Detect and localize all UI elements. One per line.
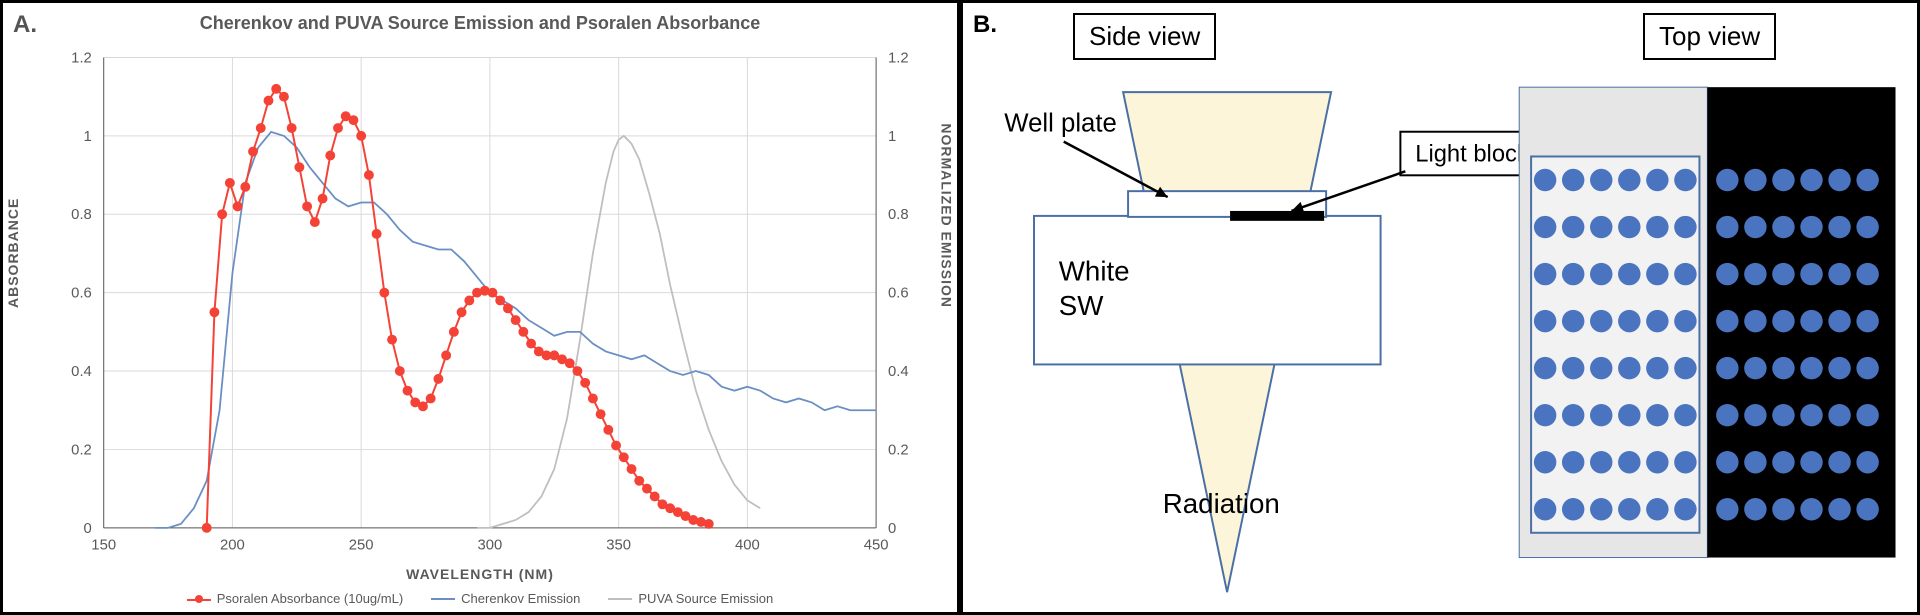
emission-absorbance-chart: 150200250300350400450000.20.20.40.40.60.… <box>3 3 957 612</box>
svg-text:Light block: Light block <box>1415 140 1529 167</box>
svg-text:0: 0 <box>888 521 896 537</box>
svg-text:400: 400 <box>735 538 760 554</box>
svg-text:0.6: 0.6 <box>888 286 909 302</box>
svg-text:1: 1 <box>84 129 92 145</box>
legend-label: PUVA Source Emission <box>638 591 773 606</box>
side-view-label: Side view <box>1073 13 1216 60</box>
svg-text:White: White <box>1059 255 1130 286</box>
svg-text:0.4: 0.4 <box>888 364 909 380</box>
svg-text:0.6: 0.6 <box>71 286 92 302</box>
panel-b: B. White SW Radiation Well plate Light block… <box>960 0 1920 615</box>
x-axis-label: WAVELENGTH (NM) <box>3 566 957 582</box>
svg-text:150: 150 <box>91 538 116 554</box>
svg-text:200: 200 <box>220 538 245 554</box>
panel-a-label: A. <box>13 11 37 39</box>
legend-item-puva: PUVA Source Emission <box>608 591 773 606</box>
svg-text:Well plate: Well plate <box>1004 110 1117 138</box>
svg-text:300: 300 <box>478 538 503 554</box>
svg-text:0.2: 0.2 <box>888 442 909 458</box>
legend-swatch-psoralen <box>187 594 211 604</box>
y-axis-right-label: NORMALIZED EMISSION <box>939 123 955 308</box>
svg-text:350: 350 <box>606 538 631 554</box>
legend-swatch-cherenkov <box>431 598 455 600</box>
svg-text:SW: SW <box>1059 290 1104 321</box>
svg-text:0.8: 0.8 <box>71 207 92 223</box>
svg-text:250: 250 <box>349 538 374 554</box>
legend-swatch-puva <box>608 598 632 600</box>
top-view-label: Top view <box>1643 13 1776 60</box>
panel-b-label: B. <box>973 11 997 39</box>
svg-text:450: 450 <box>864 538 889 554</box>
svg-text:1.2: 1.2 <box>888 50 909 66</box>
experiment-diagram: White SW Radiation Well plate Light block <box>963 3 1917 612</box>
svg-text:0.8: 0.8 <box>888 207 909 223</box>
legend-label: Cherenkov Emission <box>461 591 580 606</box>
svg-text:0.2: 0.2 <box>71 442 92 458</box>
chart-legend: Psoralen Absorbance (10ug/mL) Cherenkov … <box>3 591 957 606</box>
svg-text:0.4: 0.4 <box>71 364 92 380</box>
legend-label: Psoralen Absorbance (10ug/mL) <box>217 591 403 606</box>
legend-item-psoralen: Psoralen Absorbance (10ug/mL) <box>187 591 403 606</box>
legend-item-cherenkov: Cherenkov Emission <box>431 591 580 606</box>
svg-text:1: 1 <box>888 129 896 145</box>
panel-a: A. Cherenkov and PUVA Source Emission an… <box>0 0 960 615</box>
svg-text:0: 0 <box>84 521 92 537</box>
svg-text:Radiation: Radiation <box>1163 488 1280 519</box>
y-axis-left-label: ABSORBANCE <box>5 197 21 307</box>
svg-text:1.2: 1.2 <box>71 50 92 66</box>
